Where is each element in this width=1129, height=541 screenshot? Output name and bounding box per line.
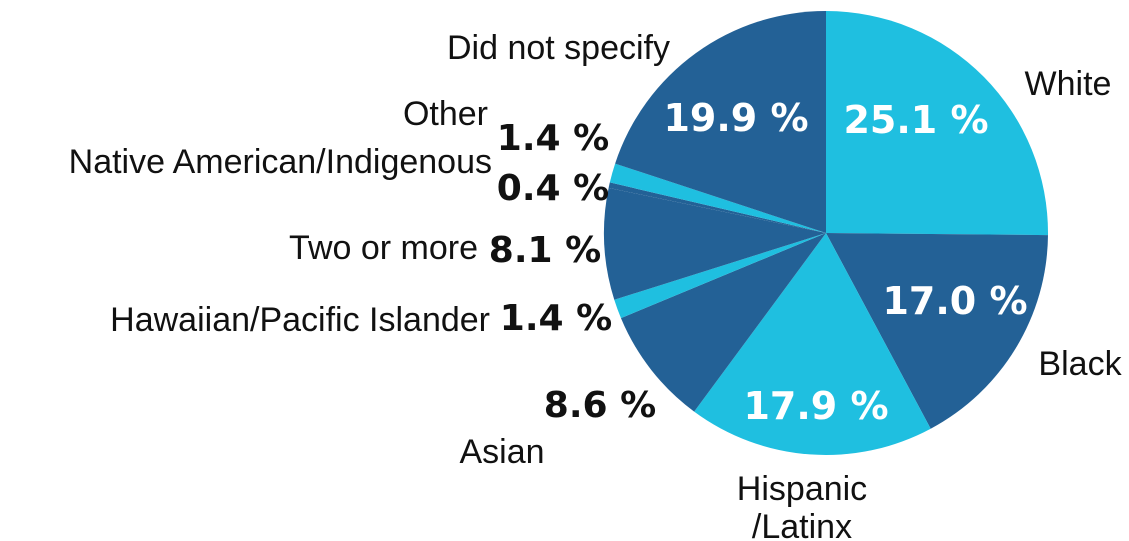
category-label-4: Hawaiian/Pacific Islander — [110, 301, 490, 339]
pie-slice-0 — [826, 11, 1048, 236]
value-label-2: 17.9 % — [743, 384, 888, 428]
value-label-5: 8.1 % — [489, 230, 601, 271]
category-label-6: Native American/Indigenous — [69, 143, 492, 181]
category-label-3: Asian — [459, 433, 544, 471]
category-label-7: Other — [403, 95, 488, 133]
category-label-5: Two or more — [289, 229, 478, 267]
pie-slice-2 — [694, 233, 931, 456]
category-label-0: White — [1025, 65, 1112, 103]
value-label-6: 0.4 % — [497, 168, 609, 209]
pie-slice-7 — [609, 163, 826, 233]
value-label-3: 8.6 % — [544, 385, 656, 426]
value-label-0: 25.1 % — [843, 98, 988, 142]
category-label-8: Did not specify — [447, 29, 670, 67]
pie-slice-4 — [614, 233, 826, 319]
value-label-7: 1.4 % — [497, 118, 609, 159]
pie-slice-3 — [620, 233, 826, 412]
pie-slice-5 — [603, 187, 826, 300]
pie-labels: 25.1 % White 17.0 % Black 17.9 % Hispanic/Lat… — [69, 29, 1123, 541]
value-label-8: 19.9 % — [663, 96, 808, 140]
category-label-2-line-1: /Latinx — [752, 508, 852, 541]
category-label-2-line-0: Hispanic — [737, 470, 867, 508]
category-label-1: Black — [1038, 345, 1122, 383]
pie-slice-8 — [615, 11, 826, 233]
pie-slice-6 — [608, 182, 826, 233]
value-label-1: 17.0 % — [882, 279, 1027, 323]
pie-slice-1 — [826, 233, 1048, 429]
pie-slices — [603, 11, 1048, 456]
value-label-4: 1.4 % — [500, 298, 612, 339]
